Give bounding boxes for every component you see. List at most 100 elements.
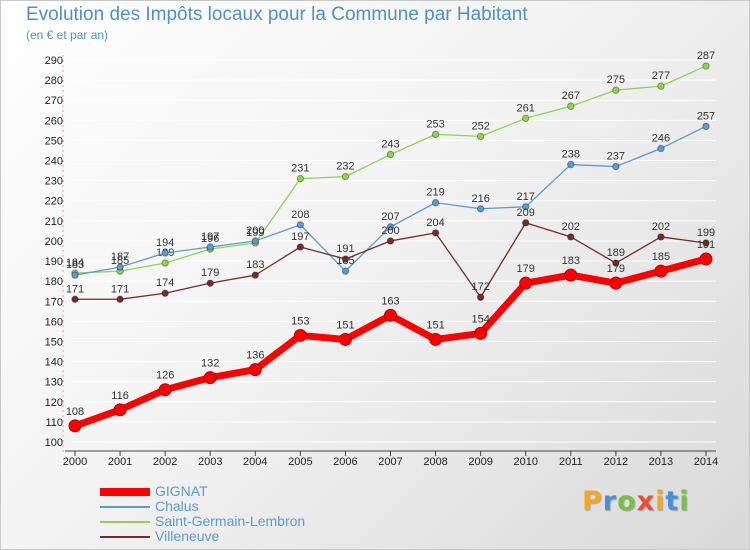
data-label-chalus: 183	[66, 259, 84, 271]
data-point-gignat	[609, 276, 623, 290]
data-label-chalus: 217	[517, 191, 535, 203]
data-point-villeneuve	[71, 295, 79, 303]
data-label-saint-germain-lembron: 231	[291, 163, 309, 175]
chart-subtitle: (en € et par an)	[26, 28, 109, 42]
x-tick-label: 2007	[378, 456, 402, 468]
data-label-villeneuve: 172	[471, 281, 489, 293]
data-point-gignat	[564, 268, 578, 282]
x-tick-label: 2008	[423, 456, 447, 468]
data-label-chalus: 197	[201, 231, 219, 243]
data-point-gignat	[338, 332, 352, 346]
data-label-chalus: 237	[607, 151, 625, 163]
data-point-villeneuve	[341, 255, 350, 263]
data-point-gignat	[158, 383, 172, 397]
data-label-chalus: 238	[562, 149, 580, 161]
y-tick-label: 290	[45, 55, 63, 67]
data-label-saint-germain-lembron: 196	[201, 233, 219, 245]
data-label-saint-germain-lembron: 199	[246, 227, 264, 239]
y-tick-label: 220	[45, 196, 63, 208]
data-label-chalus: 208	[291, 209, 309, 221]
logo-letter: P	[582, 486, 603, 517]
data-label-chalus: 246	[652, 132, 670, 144]
y-tick-label: 100	[45, 437, 63, 449]
x-tick-label: 2001	[108, 456, 132, 468]
y-tick-label: 130	[45, 377, 63, 389]
data-point-gignat	[699, 252, 713, 266]
data-label-gignat: 132	[201, 358, 219, 370]
data-label-villeneuve: 171	[66, 283, 84, 295]
data-label-gignat: 163	[381, 295, 399, 307]
data-point-chalus	[296, 221, 305, 229]
data-label-gignat: 126	[156, 370, 174, 382]
y-tick-label: 240	[45, 156, 63, 168]
y-tick-label: 210	[45, 216, 63, 228]
data-label-villeneuve: 191	[336, 243, 354, 255]
x-tick-label: 2009	[468, 456, 492, 468]
data-label-villeneuve: 197	[291, 231, 309, 243]
data-point-saint-germain-lembron	[476, 132, 485, 141]
y-tick-label: 260	[45, 115, 63, 127]
data-point-saint-germain-lembron	[522, 114, 530, 123]
legend-label: Chalus	[155, 498, 199, 514]
data-point-saint-germain-lembron	[612, 86, 620, 94]
y-tick-label: 190	[45, 256, 63, 268]
x-tick-label: 2010	[513, 456, 537, 468]
y-tick-label: 250	[45, 135, 63, 147]
data-point-gignat	[248, 363, 262, 377]
data-label-gignat: 154	[471, 313, 489, 325]
data-point-chalus	[71, 271, 79, 279]
data-point-villeneuve	[612, 259, 620, 267]
data-point-gignat	[384, 308, 397, 322]
legend-swatch	[100, 520, 150, 523]
logo-letter: x	[636, 486, 656, 517]
data-point-chalus	[386, 223, 395, 231]
data-label-villeneuve: 179	[201, 267, 219, 279]
data-point-villeneuve	[296, 243, 305, 251]
data-label-gignat: 179	[517, 263, 535, 275]
data-point-chalus	[657, 144, 665, 153]
data-label-gignat: 153	[291, 315, 309, 327]
data-point-saint-germain-lembron	[386, 150, 395, 159]
logo-letter: o	[617, 486, 637, 517]
data-label-saint-germain-lembron: 232	[336, 161, 354, 173]
data-label-saint-germain-lembron: 287	[697, 50, 715, 62]
proxiti-logo: Proxiti	[582, 486, 690, 517]
data-point-chalus	[431, 199, 440, 207]
data-label-villeneuve: 199	[697, 227, 715, 239]
x-tick-label: 2000	[63, 456, 87, 468]
x-tick-label: 2003	[198, 456, 222, 468]
data-point-villeneuve	[657, 233, 665, 241]
data-point-villeneuve	[567, 233, 575, 241]
data-label-villeneuve: 209	[517, 207, 535, 219]
data-label-villeneuve: 204	[426, 217, 444, 229]
data-label-villeneuve: 202	[562, 221, 580, 233]
data-point-chalus	[116, 263, 124, 271]
data-point-villeneuve	[476, 293, 485, 301]
y-tick-label: 200	[45, 236, 63, 248]
data-label-saint-germain-lembron: 185	[111, 255, 129, 267]
data-point-saint-germain-lembron	[657, 82, 665, 90]
data-point-villeneuve	[431, 229, 440, 237]
legend-label: Villeneuve	[155, 528, 220, 544]
y-tick-label: 150	[45, 336, 63, 348]
data-point-gignat	[654, 264, 668, 278]
data-point-saint-germain-lembron	[702, 62, 710, 70]
data-label-villeneuve: 174	[156, 277, 174, 289]
x-tick-label: 2004	[243, 456, 267, 468]
data-label-saint-germain-lembron: 243	[381, 138, 399, 150]
data-label-saint-germain-lembron: 267	[562, 90, 580, 102]
legend-swatch	[100, 487, 150, 496]
data-point-saint-germain-lembron	[296, 174, 305, 183]
data-point-saint-germain-lembron	[431, 130, 440, 139]
data-label-gignat: 108	[66, 406, 84, 418]
data-point-chalus	[612, 162, 620, 171]
data-label-chalus: 216	[471, 193, 489, 205]
y-tick-label: 180	[45, 276, 63, 288]
data-point-chalus	[476, 205, 485, 213]
data-point-gignat	[203, 371, 217, 385]
data-point-gignat	[474, 326, 488, 340]
data-label-chalus: 257	[697, 110, 715, 122]
data-point-gignat	[68, 419, 82, 433]
logo-letter: i	[655, 486, 666, 517]
